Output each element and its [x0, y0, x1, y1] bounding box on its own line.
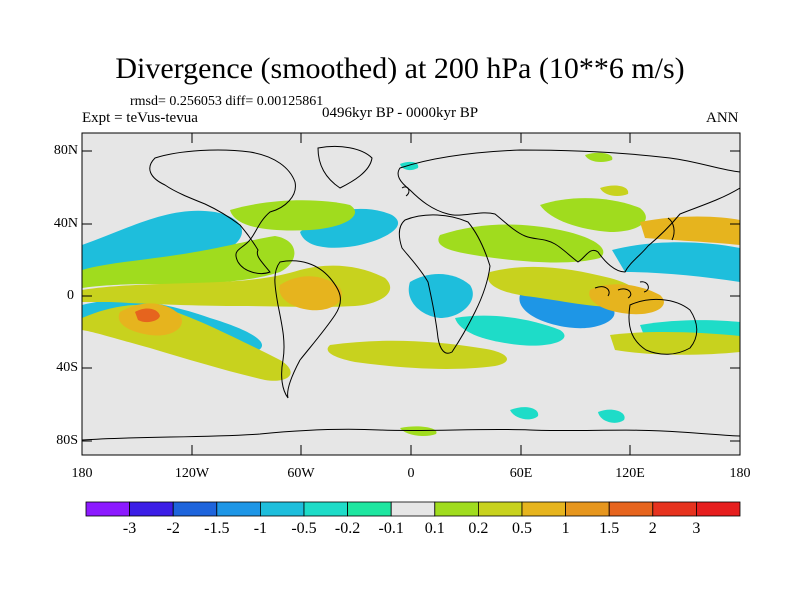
colorbar-label: 2 [648, 520, 657, 537]
colorbar-swatch [129, 501, 174, 517]
lat-label-40s: 40S [56, 360, 78, 375]
neg-band-sio [455, 315, 565, 346]
colorbar-swatch [652, 501, 697, 517]
coast-greenland [317, 145, 373, 189]
colorbar-swatch [390, 501, 436, 517]
coast-uk [401, 186, 410, 197]
coast-africa [398, 214, 491, 354]
pos-band-eu [438, 224, 604, 263]
coast-australia [628, 298, 698, 355]
colorbar-label: -0.1 [378, 520, 404, 537]
coast-eurasia [397, 149, 740, 273]
pos-band-nh [82, 236, 295, 288]
colorbar-swatch [696, 501, 741, 517]
colorbar-label: 3 [692, 520, 701, 537]
coast-north-america [149, 149, 296, 275]
colorbar-swatch [259, 501, 305, 517]
experiment-label: Expt = teVus-tevua [82, 110, 198, 126]
colorbar-label: -1 [253, 520, 268, 537]
colorbar-swatch [172, 501, 218, 517]
contour-fields [82, 152, 740, 436]
colorbar-label: -2 [166, 520, 180, 537]
pos-small-ant [400, 426, 437, 436]
period-label: 0496kyr BP - 0000kyr BP [322, 105, 479, 121]
lon-label-180e: 180 [729, 466, 751, 481]
lon-label-120w: 120W [174, 466, 210, 481]
colorbar-label: 0.1 [424, 520, 445, 537]
colorbar-label: 1 [561, 520, 570, 537]
colorbar-swatch [434, 501, 479, 517]
coastlines [82, 145, 740, 441]
colorbar-swatch [477, 501, 523, 517]
neg-small-ant [510, 407, 539, 420]
neg-band-africa [408, 274, 473, 318]
lon-label-60w: 60W [287, 466, 315, 481]
colorbar-swatch [303, 501, 348, 517]
lat-label-40n: 40N [53, 216, 78, 231]
colorbar-label: -0.5 [291, 520, 317, 537]
coast-indonesia [594, 281, 649, 299]
colorbar-swatch [521, 501, 566, 517]
lat-label-80n: 80N [53, 143, 78, 158]
colorbar-label: 0.2 [468, 520, 489, 537]
pos-peak-sp [135, 308, 160, 323]
colorbar-label: -3 [122, 520, 137, 537]
lon-label-60e: 60E [509, 466, 533, 481]
colorbar-label: -0.2 [334, 520, 361, 537]
lat-label-0: 0 [67, 288, 74, 303]
lon-label-120e: 120E [615, 466, 645, 481]
colorbar-swatch [216, 501, 261, 517]
pos-band-atl [230, 200, 356, 231]
pos-core-eq [279, 276, 342, 311]
pos-small-arctic [585, 152, 613, 163]
colorbar-label: 0.5 [512, 520, 532, 537]
lon-label-0: 0 [407, 466, 415, 481]
lon-ticks [191, 133, 631, 455]
colorbar-swatch [85, 501, 130, 517]
colorbar-label: 1.5 [599, 520, 620, 537]
pos-band-sh2 [610, 332, 740, 355]
colorbar-swatch [608, 501, 654, 517]
colorbar-swatch [347, 501, 392, 517]
pos-band-eu2 [540, 198, 646, 232]
lat-label-80s: 80S [56, 433, 78, 448]
plot-title: Divergence (smoothed) at 200 hPa (10**6 … [115, 52, 685, 85]
pos-band-sh [327, 340, 507, 369]
coast-japan [667, 217, 675, 241]
neg-band-wpac [612, 242, 740, 282]
neg-small-ant2 [598, 409, 625, 423]
coast-south-america [274, 260, 341, 399]
lon-label-180w: 180 [71, 466, 93, 481]
colorbar-swatch [565, 501, 610, 517]
pos-small-ind [600, 185, 629, 196]
stats-text: rmsd= 0.256053 diff= 0.00125861 [130, 94, 324, 109]
pos-band-wpac-n [640, 216, 740, 245]
season-label: ANN [706, 110, 739, 126]
lat-ticks [82, 150, 740, 442]
colorbar-label: -1.5 [204, 520, 230, 537]
coast-antarctica [82, 428, 740, 441]
